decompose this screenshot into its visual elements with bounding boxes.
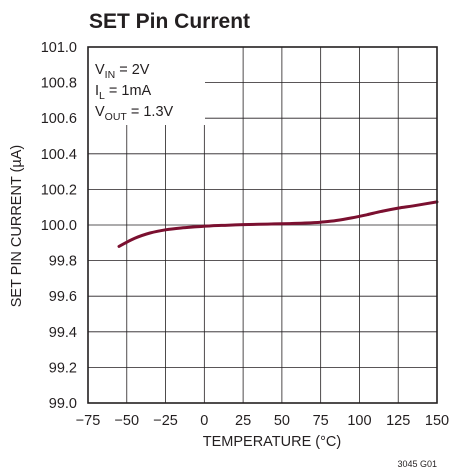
condition-vout: VOUT = 1.3V — [95, 104, 174, 123]
y-tick-label: 100.2 — [41, 182, 77, 198]
y-tick-label: 99.0 — [49, 396, 77, 412]
x-tick-labels: −75 −50 −25 0 25 50 75 100 125 150 — [76, 413, 449, 429]
y-axis-label: SET PIN CURRENT (µA) — [9, 145, 25, 308]
x-tick-label: 150 — [425, 413, 449, 429]
x-tick-label: 100 — [347, 413, 371, 429]
conditions-box — [88, 47, 205, 125]
y-tick-label: 100.6 — [41, 111, 77, 127]
x-tick-label: 75 — [313, 413, 329, 429]
y-tick-label: 100.0 — [41, 218, 77, 234]
y-tick-label: 99.4 — [49, 325, 77, 341]
figure-id: 3045 G01 — [397, 459, 437, 469]
y-tick-label: 100.4 — [41, 147, 77, 163]
chart-title: SET Pin Current — [89, 10, 250, 33]
y-tick-label: 99.6 — [49, 289, 77, 305]
condition-vin: VIN = 2V — [95, 62, 150, 81]
y-tick-labels: 99.0 99.2 99.4 99.6 99.8 100.0 100.2 100.4 100.6… — [41, 40, 77, 412]
x-tick-label: −25 — [153, 413, 178, 429]
y-tick-label: 99.2 — [49, 360, 77, 376]
x-axis-label: TEMPERATURE (°C) — [203, 434, 341, 450]
series-layer — [117, 200, 439, 248]
x-tick-label: 125 — [386, 413, 410, 429]
y-tick-label: 99.8 — [49, 254, 77, 270]
x-tick-label: −50 — [114, 413, 139, 429]
x-tick-label: 25 — [235, 413, 251, 429]
plot-frame — [87, 46, 438, 404]
y-tick-label: 101.0 — [41, 40, 77, 56]
y-tick-label: 100.8 — [41, 76, 77, 92]
condition-il: IL = 1mA — [95, 83, 152, 102]
x-tick-label: 0 — [200, 413, 208, 429]
x-tick-label: −75 — [76, 413, 101, 429]
series-line — [117, 200, 439, 248]
x-tick-label: 50 — [274, 413, 290, 429]
